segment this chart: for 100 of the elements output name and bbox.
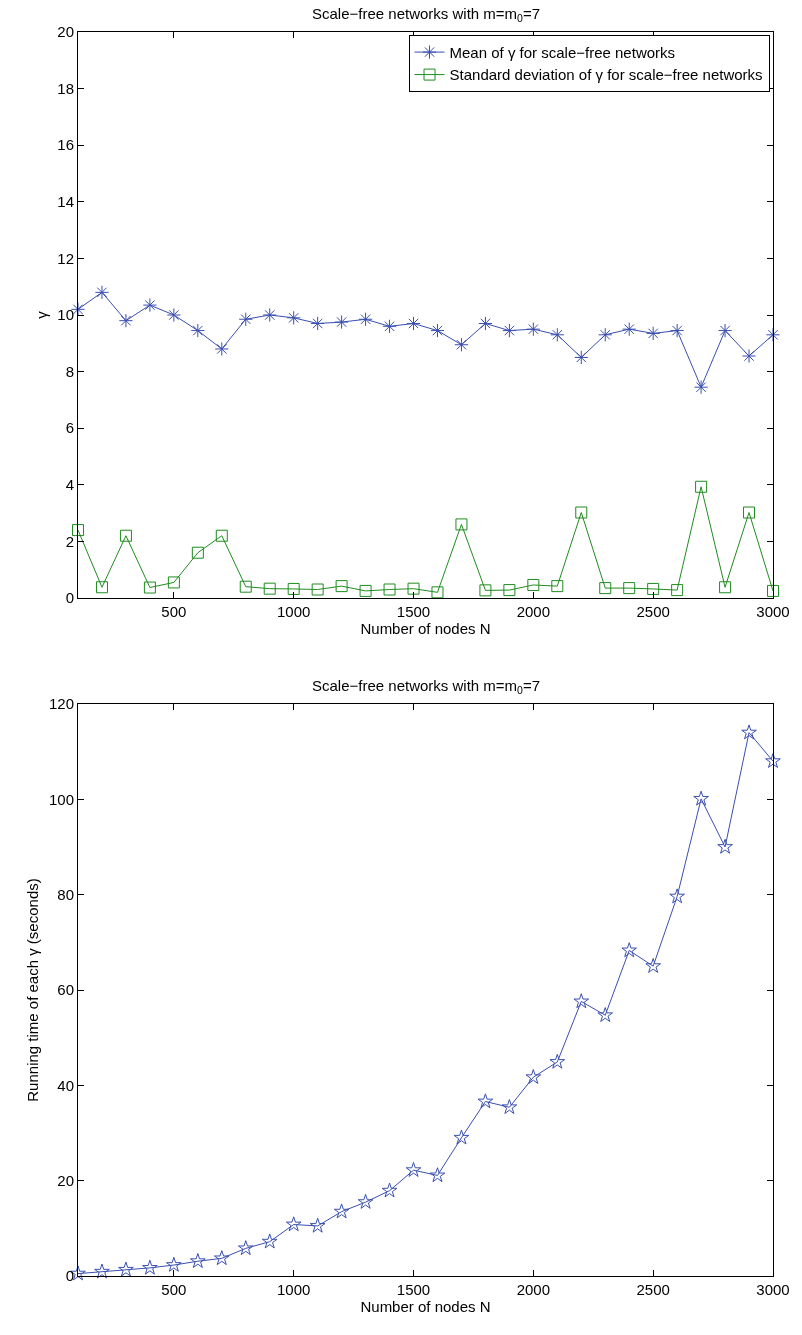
point (405, 1161, 422, 1177)
y-tick-label: 4 (65, 476, 74, 494)
legend-label: Mean of γ for scale−free networks (449, 43, 676, 61)
y-tick-label: 100 (48, 790, 74, 808)
point (309, 1217, 326, 1233)
x-tick-label: 1500 (396, 603, 431, 620)
point (719, 581, 732, 594)
point (261, 1233, 278, 1249)
point (191, 546, 204, 559)
point (166, 1256, 182, 1272)
point (455, 518, 468, 531)
point (693, 790, 709, 806)
point (190, 1253, 206, 1268)
point (214, 341, 229, 357)
point (741, 348, 757, 364)
point (765, 753, 781, 768)
point (575, 506, 588, 519)
point (239, 580, 252, 593)
y-tick-label: 80 (57, 885, 74, 903)
y-tick-label: 16 (57, 136, 74, 154)
point (118, 313, 134, 328)
x-tick-label: 1500 (396, 1281, 431, 1298)
point (357, 1193, 374, 1209)
point (503, 584, 516, 597)
point (286, 310, 301, 325)
y-tick-label: 40 (57, 1076, 74, 1094)
point (430, 323, 445, 338)
point (669, 888, 685, 904)
point (215, 529, 228, 542)
y-tick-label: 120 (48, 695, 74, 713)
y-axis-title: γ (32, 310, 50, 319)
y-tick-label: 2 (65, 532, 74, 550)
point (765, 327, 781, 342)
point (598, 327, 613, 342)
chart-title: Scale−free networks with m=m$_{0}$=7 (312, 677, 541, 697)
point (574, 350, 589, 365)
point (525, 1069, 542, 1084)
x-tick-label: 3000 (756, 603, 790, 620)
point (310, 316, 325, 331)
point (383, 583, 396, 596)
y-tick-label: 20 (57, 1171, 74, 1189)
point (359, 584, 372, 597)
point (599, 582, 612, 595)
point (429, 1167, 446, 1183)
point (333, 1203, 350, 1219)
point (213, 1250, 230, 1266)
y-tick-label: 0 (65, 589, 74, 607)
point (94, 1263, 110, 1279)
x-tick-label: 3000 (756, 1281, 790, 1298)
point (597, 1007, 614, 1022)
point (527, 578, 540, 591)
point (621, 942, 638, 958)
point (263, 582, 276, 595)
point (382, 319, 397, 334)
point (695, 480, 708, 493)
point (694, 380, 709, 395)
y-tick-label: 12 (57, 249, 74, 267)
y-tick-label: 10 (57, 306, 74, 324)
x-tick-label: 500 (161, 603, 187, 620)
point (287, 582, 300, 595)
point (119, 529, 132, 542)
y-tick-label: 8 (65, 362, 74, 380)
x-tick-label: 2500 (636, 1281, 670, 1298)
point (479, 584, 492, 597)
point (502, 323, 517, 338)
point (623, 582, 636, 595)
point (646, 326, 661, 341)
point (717, 838, 733, 854)
point (237, 1240, 254, 1256)
point (94, 285, 110, 300)
point (335, 580, 348, 593)
point (670, 323, 685, 338)
point (647, 582, 660, 595)
x-tick-label: 2500 (636, 603, 670, 620)
legend-label: Standard deviation of γ for scale−free networks (449, 66, 763, 84)
point (285, 1216, 302, 1232)
point (551, 580, 564, 593)
point (622, 322, 637, 337)
point (407, 582, 420, 595)
point (743, 506, 756, 519)
point (741, 724, 757, 740)
point (671, 584, 684, 597)
y-tick-label: 14 (57, 193, 74, 211)
point (358, 312, 373, 327)
point (526, 322, 541, 337)
y-tick-label: 6 (65, 419, 74, 437)
point (454, 337, 469, 352)
point (142, 1259, 158, 1275)
x-tick-label: 1000 (277, 1281, 311, 1298)
y-tick-label: 18 (57, 79, 74, 97)
point (142, 298, 157, 313)
point (381, 1182, 398, 1198)
point (166, 307, 181, 323)
y-tick-label: 60 (57, 981, 74, 999)
point (477, 1093, 494, 1109)
point (550, 327, 565, 342)
point (453, 1129, 470, 1145)
point (311, 583, 324, 596)
point (767, 584, 779, 597)
x-tick-label: 2000 (516, 1281, 551, 1298)
